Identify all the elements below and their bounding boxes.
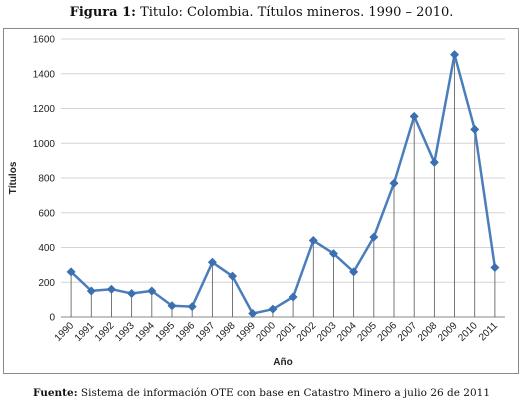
source-note: Fuente: Sistema de información OTE con b… (0, 387, 523, 399)
data-point-marker (248, 309, 258, 319)
y-tick-label: 1600 (33, 35, 56, 46)
data-point-marker (349, 267, 359, 277)
y-tick-label: 400 (38, 243, 55, 254)
figure-caption-label: Figura 1: (69, 5, 136, 20)
x-axis-ticks: 1990199119921993199419951996199719981999… (53, 320, 501, 344)
x-tick-label: 1998 (214, 320, 238, 344)
x-tick-label: 2004 (335, 320, 359, 344)
series-group (66, 50, 500, 319)
x-tick-label: 2002 (295, 320, 319, 344)
data-point-marker (389, 178, 399, 188)
x-tick-label: 2005 (355, 320, 379, 344)
x-tick-label: 1994 (133, 320, 157, 344)
x-tick-label: 1999 (234, 320, 258, 344)
x-tick-label: 2010 (456, 320, 480, 344)
chart-frame: 0 200 400 600 800 1000 1200 1400 1600 1990 1991 19… (3, 28, 519, 374)
data-point-marker (187, 302, 197, 312)
data-point-marker (450, 50, 460, 60)
data-point-marker (429, 157, 439, 167)
x-tick-label: 2009 (436, 320, 460, 344)
x-tick-label: 1997 (194, 320, 218, 344)
data-point-marker (66, 267, 76, 277)
data-point-marker (167, 301, 177, 311)
x-tick-label: 2003 (315, 320, 339, 344)
gridlines (61, 38, 505, 318)
y-axis-ticks: 0 200 400 600 800 1000 1200 1400 1600 (33, 35, 56, 324)
data-point-marker (207, 257, 217, 267)
x-tick-label: 2001 (275, 320, 299, 344)
data-point-marker (147, 286, 157, 296)
y-axis-label: Títulos (8, 161, 19, 194)
x-axis-label: Año (273, 357, 292, 368)
data-point-marker (288, 292, 298, 302)
x-tick-label: 1993 (113, 320, 137, 344)
y-tick-label: 600 (38, 208, 55, 219)
y-tick-label: 800 (38, 174, 55, 185)
drop-lines (70, 54, 496, 317)
y-tick-label: 200 (38, 278, 55, 289)
x-tick-label: 2000 (255, 320, 279, 344)
data-point-marker (308, 236, 318, 246)
data-point-marker (328, 249, 338, 259)
x-tick-label: 1990 (53, 320, 77, 344)
x-tick-label: 1992 (93, 320, 117, 344)
x-tick-label: 1995 (154, 320, 178, 344)
source-label: Fuente: (32, 387, 78, 399)
figure-caption: Figura 1: Titulo: Colombia. Títulos mine… (0, 5, 523, 20)
data-point-marker (228, 271, 238, 281)
data-point-marker (369, 232, 379, 242)
source-text: Sistema de información OTE con base en C… (77, 387, 491, 399)
data-point-marker (127, 289, 137, 299)
data-point-marker (470, 124, 480, 134)
y-tick-label: 1200 (33, 104, 56, 115)
figure-caption-text: Titulo: Colombia. Títulos mineros. 1990 … (135, 5, 454, 20)
x-tick-label: 2007 (396, 320, 420, 344)
series-line (70, 53, 497, 315)
x-tick-label: 2008 (416, 320, 440, 344)
x-tick-label: 2006 (376, 320, 400, 344)
data-point-marker (86, 286, 96, 296)
data-point-marker (106, 284, 116, 294)
y-tick-label: 1000 (33, 139, 56, 150)
data-point-marker (409, 111, 419, 121)
x-tick-label: 1996 (174, 320, 198, 344)
y-tick-label: 1400 (33, 69, 56, 80)
data-point-marker (490, 262, 500, 272)
x-tick-label: 1991 (73, 320, 97, 344)
y-tick-label: 0 (49, 313, 55, 324)
data-point-marker (268, 304, 278, 314)
x-tick-label: 2011 (477, 320, 500, 343)
